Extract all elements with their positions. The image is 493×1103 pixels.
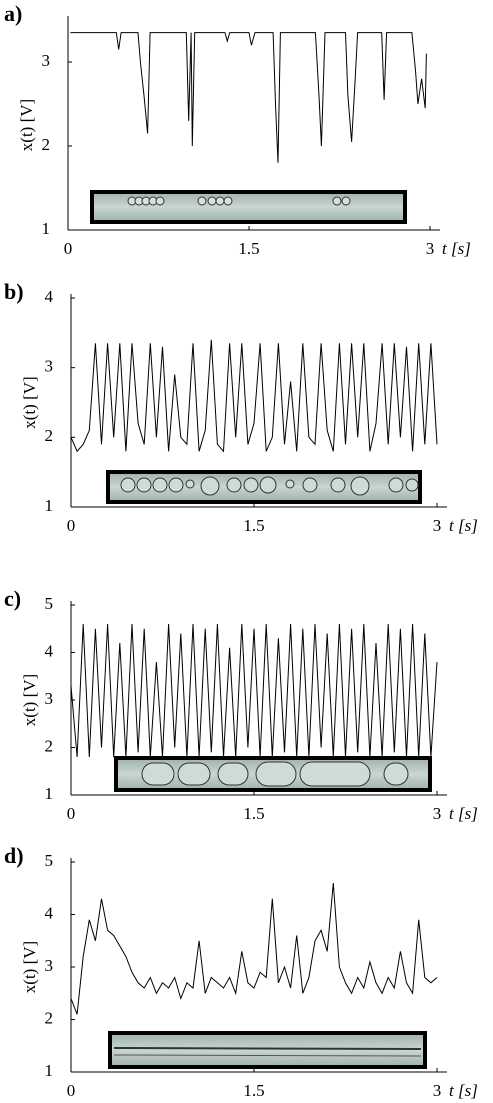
y-tick-label: 5 <box>45 851 54 870</box>
y-tick-label: 2 <box>45 426 54 445</box>
x-tick-label: 0 <box>64 239 73 258</box>
y-axis-label: x(t) [V] <box>20 674 39 726</box>
x-tick-label: 1.5 <box>243 1081 264 1100</box>
x-tick-label: 0 <box>67 1081 76 1100</box>
panel-label: b) <box>4 279 24 304</box>
y-tick-label: 3 <box>45 956 54 975</box>
signal-trace <box>70 32 427 163</box>
x-tick-label: 3 <box>426 239 435 258</box>
panel-label: c) <box>4 586 21 611</box>
x-tick-label: 3 <box>433 1081 442 1100</box>
x-tick-label: 0 <box>67 804 76 823</box>
y-tick-label: 2 <box>42 135 51 154</box>
x-tick-label: 1.5 <box>243 804 264 823</box>
x-axis-label: t [s] <box>442 239 471 258</box>
x-axis-label: t [s] <box>449 516 478 535</box>
y-tick-label: 2 <box>45 736 54 755</box>
y-axis-label: x(t) [V] <box>20 941 39 993</box>
x-tick-label: 3 <box>433 804 442 823</box>
signal-trace <box>70 623 438 758</box>
y-tick-label: 3 <box>45 689 54 708</box>
y-tick-label: 4 <box>45 641 54 660</box>
x-axis-label: t [s] <box>449 804 478 823</box>
y-tick-label: 1 <box>45 784 54 803</box>
x-tick-label: 3 <box>433 516 442 535</box>
y-tick-label: 3 <box>45 357 54 376</box>
y-tick-label: 1 <box>45 496 54 515</box>
signal-trace <box>70 882 438 1015</box>
y-tick-label: 4 <box>45 287 54 306</box>
x-tick-label: 1.5 <box>243 516 264 535</box>
y-tick-label: 1 <box>45 1061 54 1080</box>
y-tick-label: 1 <box>42 219 51 238</box>
y-tick-label: 5 <box>45 594 54 613</box>
inset-c <box>114 756 432 792</box>
x-axis-label: t [s] <box>449 1081 478 1100</box>
inset-a <box>90 190 407 224</box>
y-tick-label: 4 <box>45 903 54 922</box>
y-tick-label: 2 <box>45 1008 54 1027</box>
inset-b <box>106 470 422 504</box>
y-tick-label: 3 <box>42 51 51 70</box>
y-axis-label: x(t) [V] <box>20 376 39 428</box>
inset-d <box>108 1031 427 1069</box>
panel-label: d) <box>4 843 24 868</box>
x-tick-label: 0 <box>67 516 76 535</box>
signal-trace <box>70 339 438 453</box>
panel-label: a) <box>4 1 22 26</box>
x-tick-label: 1.5 <box>238 239 259 258</box>
y-axis-label: x(t) [V] <box>17 99 36 151</box>
